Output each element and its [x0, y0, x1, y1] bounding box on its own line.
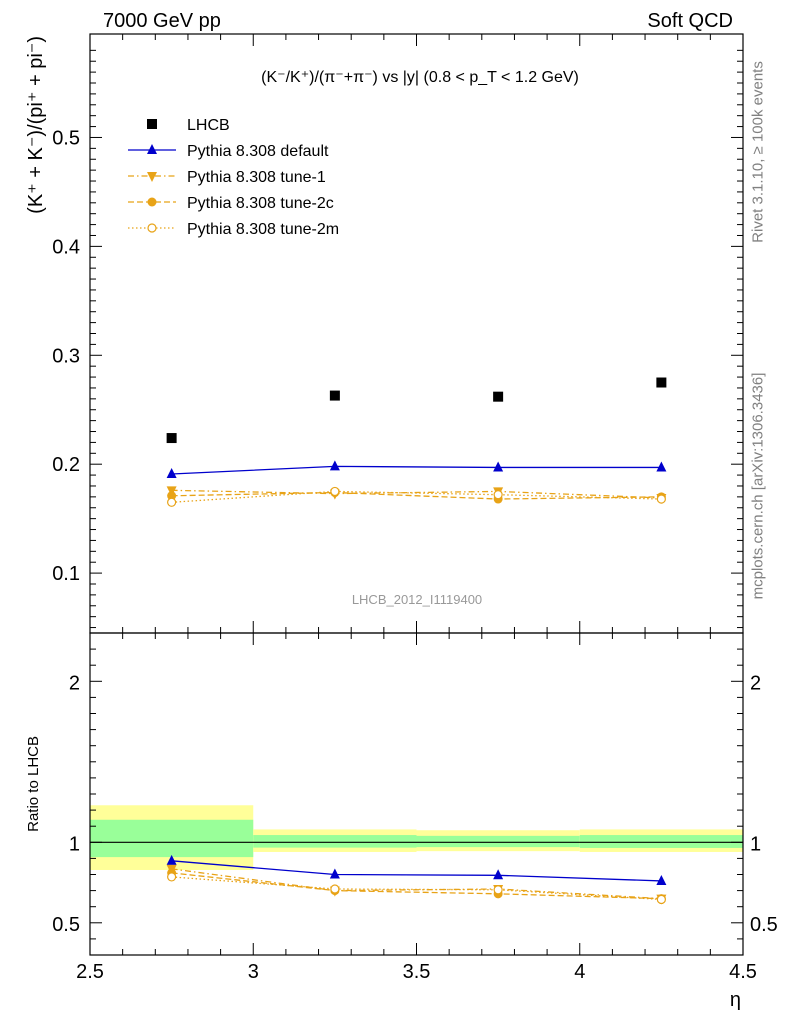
side-label-top: Rivet 3.1.10, ≥ 100k events — [749, 61, 767, 243]
ratio-series-line — [171, 872, 662, 900]
ratio-data-point — [330, 884, 340, 894]
ratio-series-line — [171, 860, 662, 882]
main-data-point — [656, 377, 667, 388]
ratio-y-axis-label: Ratio to LHCB — [25, 736, 42, 832]
legend-marker — [147, 172, 157, 182]
y-tick-label: 0.4 — [52, 236, 80, 258]
y-tick-label: 2 — [69, 672, 80, 694]
main-data-point — [167, 491, 177, 501]
legend-marker — [147, 197, 157, 207]
ratio-series-line — [171, 868, 662, 900]
legend-marker — [147, 144, 157, 154]
legend-marker — [147, 223, 157, 233]
y-tick-label: 0.1 — [52, 563, 80, 585]
main-data-point — [493, 490, 503, 500]
main-data-point — [493, 391, 504, 402]
y-tick-label: 0.5 — [52, 127, 80, 149]
ratio-series-line — [171, 876, 662, 901]
watermark: LHCB_2012_I1119400 — [352, 592, 482, 607]
ratio-series-1 — [166, 864, 667, 905]
main-data-point — [166, 433, 177, 444]
x-axis-label: η — [730, 989, 741, 1011]
ratio-series-2 — [167, 868, 666, 904]
ratio-series-3 — [167, 872, 666, 905]
y-tick-label-right: 1 — [750, 833, 761, 855]
main-series-line — [171, 465, 662, 475]
ratio-data-point — [493, 885, 503, 895]
uncertainty-band-inner — [253, 835, 417, 848]
main-plot-panel: LHCB_2012_I1119400 (K⁻/K⁺)/(π⁻+π⁻) vs |y… — [25, 33, 744, 634]
y-tick-label-right: 2 — [750, 672, 761, 694]
main-data-point — [330, 486, 340, 497]
main-data-point — [656, 494, 666, 504]
x-tick-label: 4 — [574, 961, 585, 983]
main-series-4 — [167, 486, 666, 507]
ratio-plot-panel: 0.5 0.5 1 1 2 2 2.5 3 3.5 4 4.5 Ratio to LHCB η — [25, 632, 778, 1011]
x-tick-label: 4.5 — [729, 961, 757, 983]
legend-label: Pythia 8.308 tune-2m — [187, 221, 339, 238]
main-y-axis-label: (K⁺ + K⁻)/(pi⁺ + pi⁻) — [25, 36, 47, 214]
main-data-point — [656, 461, 667, 472]
main-data-point — [493, 461, 504, 472]
legend-label: Pythia 8.308 default — [187, 143, 329, 160]
uncertainty-band-inner — [579, 835, 743, 848]
header-left: 7000 GeV pp — [103, 10, 221, 32]
ratio-data-point — [656, 874, 667, 885]
ratio-data-point — [167, 872, 177, 882]
main-series-line — [171, 491, 662, 500]
legend: LHCB Pythia 8.308 default Pythia 8.308 tun… — [128, 117, 339, 238]
x-tick-label: 2.5 — [76, 961, 104, 983]
ratio-data-point — [656, 894, 666, 905]
main-series-line — [171, 490, 662, 503]
main-data-point — [329, 460, 340, 471]
main-plot-title: (K⁻/K⁺)/(π⁻+π⁻) vs |y| (0.8 < p_T < 1.2 … — [261, 69, 579, 86]
ratio-series-0 — [166, 854, 667, 885]
header: 7000 GeV pp Soft QCD — [103, 10, 733, 32]
ratio-data-point — [166, 854, 177, 865]
main-data-point — [329, 390, 340, 401]
main-series-1 — [166, 460, 667, 478]
ratio-data-point — [493, 869, 504, 880]
side-label-bottom: mcplots.cern.ch [arXiv:1306.3436] — [749, 372, 767, 600]
ratio-data-point — [329, 868, 340, 879]
x-tick-label: 3 — [248, 961, 259, 983]
uncertainty-band-inner — [90, 819, 254, 858]
y-tick-label: 0.2 — [52, 454, 80, 476]
main-series-0 — [166, 377, 667, 444]
y-tick-label-right: 0.5 — [750, 914, 778, 936]
uncertainty-band-inner — [416, 835, 580, 848]
legend-label: Pythia 8.308 tune-2c — [187, 195, 334, 212]
y-tick-label: 0.3 — [52, 345, 80, 367]
ratio-plot-frame — [89, 632, 744, 956]
main-data-point — [166, 467, 177, 478]
legend-marker — [147, 119, 157, 129]
y-tick-label: 0.5 — [52, 914, 80, 936]
x-tick-label: 3.5 — [403, 961, 431, 983]
legend-label: LHCB — [187, 117, 230, 134]
header-right: Soft QCD — [647, 10, 733, 32]
main-data-point — [167, 497, 177, 507]
y-tick-label: 1 — [69, 833, 80, 855]
legend-label: Pythia 8.308 tune-1 — [187, 169, 326, 186]
